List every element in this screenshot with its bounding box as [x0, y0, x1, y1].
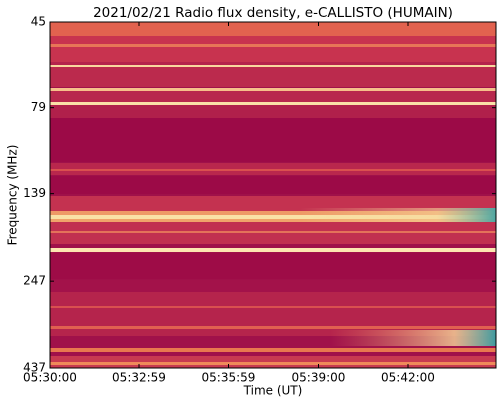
plot-frame: [49, 21, 497, 369]
x-tick-label: 05:30:00: [23, 371, 77, 385]
x-tick-label: 05:42:00: [381, 371, 435, 385]
y-axis-label: Frequency (MHz): [6, 145, 20, 246]
chart-title: 2021/02/21 Radio flux density, e-CALLIST…: [93, 5, 453, 21]
y-tick-label: 437: [23, 361, 46, 375]
x-tick-label: 05:35:59: [202, 371, 256, 385]
x-tick-label: 05:39:00: [292, 371, 346, 385]
y-tick-label: 79: [31, 100, 46, 114]
x-tick-label: 05:32:59: [112, 371, 166, 385]
y-tick-label: 139: [23, 186, 46, 200]
y-tick-label: 247: [23, 274, 46, 288]
spectrogram-image: [50, 22, 496, 368]
y-tick-label: 45: [31, 15, 46, 29]
x-axis-label: Time (UT): [243, 384, 303, 398]
